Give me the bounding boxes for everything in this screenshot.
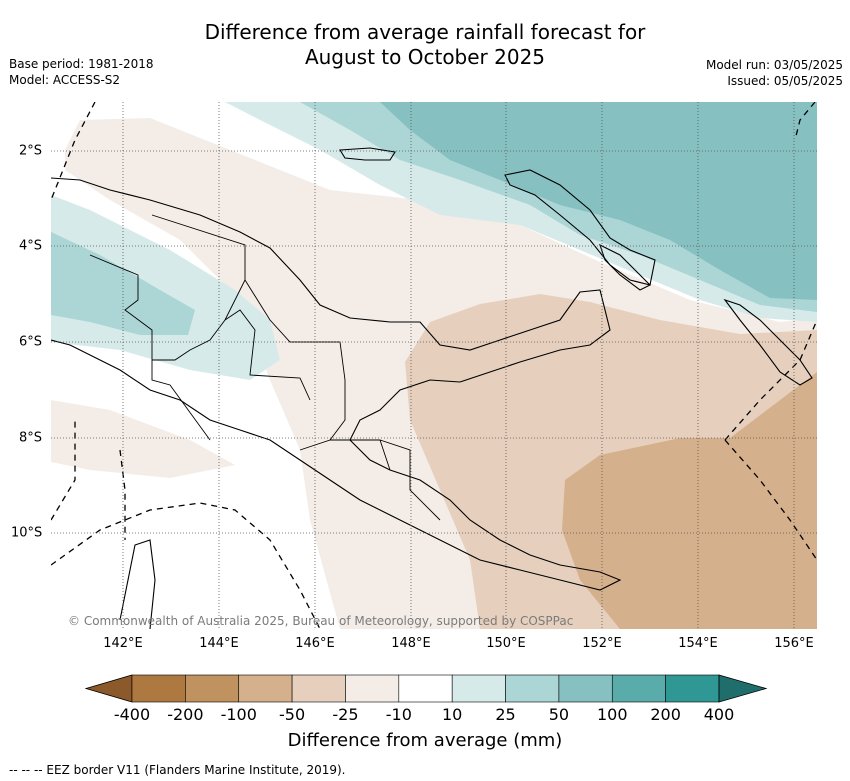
model-run-text: Model run: 03/05/2025 bbox=[705, 58, 843, 72]
manus-coastline bbox=[339, 147, 396, 161]
anomaly-zone-plus50-north bbox=[380, 102, 817, 300]
longitude-label-150e: 150°E bbox=[486, 636, 526, 651]
colorbar-extension-low bbox=[84, 674, 133, 703]
longitude-label-144e: 144°E bbox=[199, 636, 239, 651]
longitude-label-146e: 146°E bbox=[295, 636, 335, 651]
colorbar-tick-label: 400 bbox=[703, 705, 735, 724]
colorbar-cell bbox=[665, 674, 720, 703]
bougainville-coastline bbox=[599, 243, 651, 291]
model-text: Model: ACCESS-S2 bbox=[9, 73, 121, 87]
longitude-label-156e: 156°E bbox=[774, 636, 814, 651]
longitude-label-154e: 154°E bbox=[678, 636, 718, 651]
colorbar-cell bbox=[611, 674, 666, 703]
anomaly-zone-plus10-west bbox=[51, 195, 280, 380]
colorbar-tick-label: 200 bbox=[650, 705, 681, 724]
colorbar-tick-label: 10 bbox=[441, 705, 463, 724]
colorbar-label: Difference from average (mm) bbox=[287, 730, 563, 751]
latitude-label-6s: 6°S bbox=[19, 334, 43, 350]
colorbar-tick-label: -25 bbox=[332, 705, 359, 724]
new-guinea-coastline bbox=[51, 177, 622, 591]
colorbar-cell bbox=[131, 674, 186, 703]
longitude-label-152e: 152°E bbox=[582, 636, 622, 651]
anomaly-zone-minus50 bbox=[562, 372, 817, 629]
australia-coastline bbox=[119, 539, 156, 629]
title-line-2: August to October 2025 bbox=[304, 45, 546, 69]
colorbar-tick-label: 50 bbox=[548, 705, 570, 724]
colorbar-tick-label: 100 bbox=[596, 705, 628, 724]
colorbar-tick-label: -10 bbox=[385, 705, 412, 724]
base-period-text: Base period: 1981-2018 bbox=[9, 57, 154, 71]
colorbar-cell bbox=[185, 674, 240, 703]
longitude-label-142e: 142°E bbox=[103, 636, 143, 651]
colorbar-cell bbox=[451, 674, 506, 703]
colorbar-tick-label: -200 bbox=[167, 705, 204, 724]
latitude-label-2s: 2°S bbox=[19, 143, 43, 159]
eez-footnote: -- -- -- EEZ border V11 (Flanders Marine… bbox=[9, 763, 346, 777]
colorbar-cell bbox=[398, 674, 453, 703]
colorbar-cell bbox=[345, 674, 400, 703]
anomaly-zone-plus25-west bbox=[51, 232, 195, 335]
colorbar-tick-label: -50 bbox=[279, 705, 306, 724]
graticule bbox=[51, 102, 817, 629]
new-ireland-coastline bbox=[723, 298, 813, 386]
latitude-label-8s: 8°S bbox=[19, 430, 43, 446]
colorbar-cell bbox=[291, 674, 346, 703]
eez-border bbox=[51, 102, 817, 629]
latitude-label-10s: 10°S bbox=[11, 525, 43, 541]
colorbar-cell bbox=[238, 674, 293, 703]
chart-title: Difference from average rainfall forecas… bbox=[0, 20, 850, 70]
title-line-1: Difference from average rainfall forecas… bbox=[204, 20, 646, 44]
colorbar-tick-label: -400 bbox=[113, 705, 151, 724]
latitude-label-4s: 4°S bbox=[19, 238, 43, 254]
colorbar-cell bbox=[505, 674, 560, 703]
anomaly-zone-minus10-west bbox=[51, 400, 235, 478]
issued-text: Issued: 05/05/2025 bbox=[727, 74, 843, 88]
colorbar-extension-high bbox=[718, 674, 768, 703]
colorbar-tick-label: -100 bbox=[220, 705, 257, 724]
base-period-info: Base period: 1981-2018 Model: ACCESS-S2 bbox=[9, 56, 154, 88]
copyright-notice: © Commonwealth of Australia 2025, Bureau… bbox=[68, 614, 574, 628]
colorbar-cell bbox=[558, 674, 613, 703]
model-run-info: Model run: 03/05/2025 Issued: 05/05/2025 bbox=[706, 57, 843, 89]
colorbar-tick-label: 25 bbox=[495, 705, 516, 724]
longitude-label-148e: 148°E bbox=[391, 636, 431, 651]
